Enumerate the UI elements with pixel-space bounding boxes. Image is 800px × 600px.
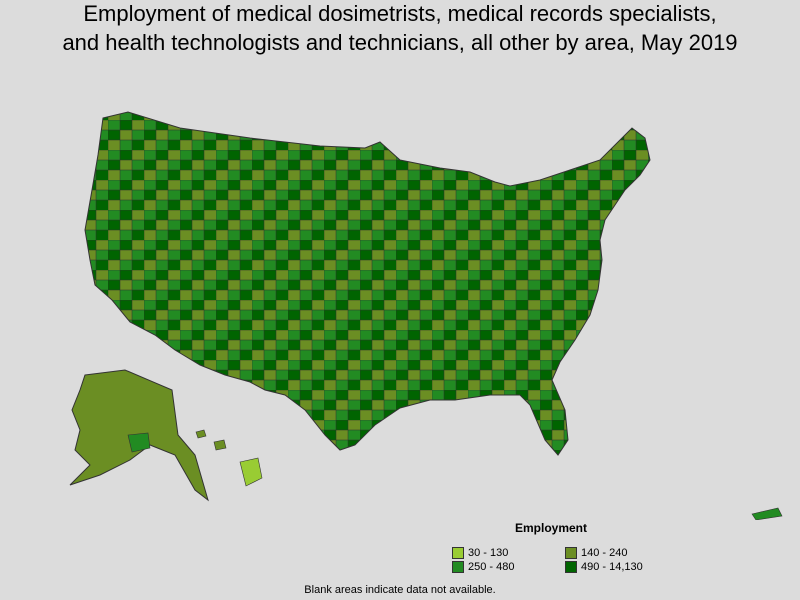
legend-label: 250 - 480	[468, 561, 515, 573]
hawaii-island-2	[213, 439, 227, 451]
alaska-sub-area	[127, 432, 151, 453]
choropleth-map	[69, 111, 783, 520]
legend-title: Employment	[515, 521, 588, 535]
contiguous-us-region	[84, 111, 651, 456]
map-title-line-1: Employment of medical dosimetrists, medi…	[83, 1, 717, 26]
footnote: Blank areas indicate data not available.	[304, 584, 496, 596]
legend-label: 30 - 130	[468, 547, 509, 559]
legend-item-30-130: 30 - 130	[452, 547, 508, 559]
puerto-rico-region	[751, 507, 783, 520]
legend-label: 140 - 240	[581, 547, 628, 559]
hawaii-island-1	[195, 429, 207, 439]
hawaii-island-3	[239, 457, 263, 487]
legend-item-490-14130: 490 - 14,130	[565, 561, 643, 573]
legend-swatch	[452, 561, 464, 573]
map-title-line-2: and health technologists and technicians…	[62, 30, 738, 55]
legend-swatch	[452, 547, 464, 559]
legend-item-140-240: 140 - 240	[565, 547, 627, 559]
legend-swatch	[565, 547, 577, 559]
legend-label: 490 - 14,130	[581, 561, 643, 573]
legend-item-250-480: 250 - 480	[452, 561, 514, 573]
legend-swatch	[565, 561, 577, 573]
